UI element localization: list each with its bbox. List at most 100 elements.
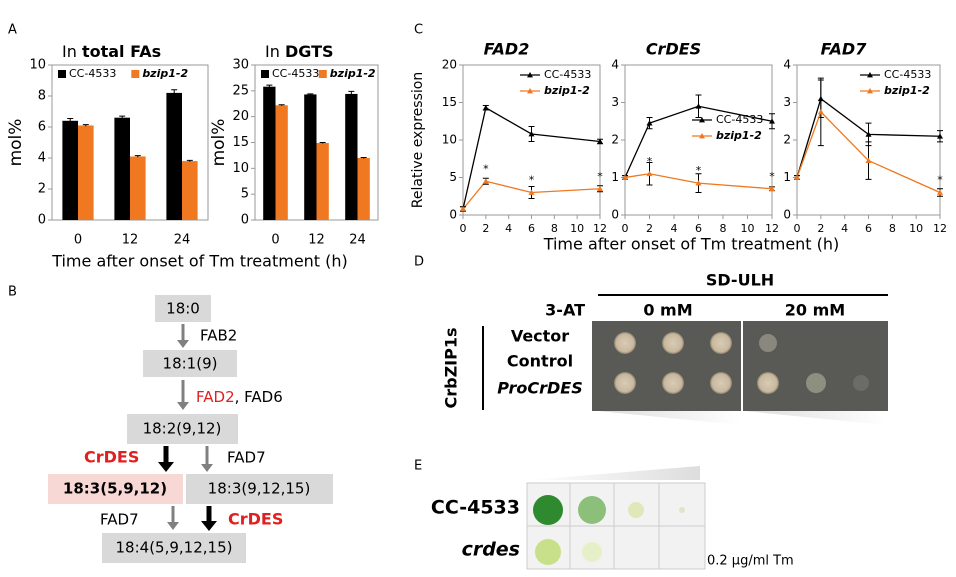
enzyme: CrDES: [84, 448, 139, 467]
inhibitor: 3-AT: [545, 301, 585, 320]
x-tick-label: 0: [794, 222, 801, 235]
spot: [535, 539, 561, 565]
y-tick-label: 2: [783, 133, 791, 147]
x-tick-label: 24: [174, 233, 191, 248]
node: 18:2(9,12): [143, 420, 222, 438]
error-bar: [186, 159, 193, 162]
point: [937, 189, 943, 195]
x-tick-label: 12: [765, 222, 779, 235]
error-bar: [278, 104, 285, 106]
series-line: [462, 106, 601, 210]
series-line: [624, 105, 773, 178]
x-tick-label: 2: [482, 222, 489, 235]
x-tick-label: 2: [817, 222, 824, 235]
error-bar: [266, 84, 273, 89]
point: [622, 174, 628, 180]
x-tick-label: 4: [841, 222, 848, 235]
point: [646, 170, 653, 177]
dilution-wedge: [598, 411, 740, 425]
error-bar: [348, 90, 355, 97]
y-tick-label: 15: [232, 135, 249, 150]
x-tick-label: 10: [741, 222, 755, 235]
colony: [759, 334, 777, 352]
x-tick-label: 0: [271, 233, 279, 248]
y-tick-label: 5: [241, 187, 249, 202]
node-box: [155, 295, 211, 322]
x-tick-label: 8: [720, 222, 727, 235]
y-tick-label: 1: [611, 170, 619, 184]
bar: [263, 86, 276, 220]
point: [865, 157, 872, 164]
arrow-head: [167, 522, 179, 530]
bar: [345, 93, 358, 220]
plate-photo: [592, 321, 888, 411]
y-tick-label: 6: [38, 120, 46, 135]
legend-marker: [527, 88, 533, 94]
y-tick-label: 4: [611, 58, 619, 72]
pathway: 18:0 FAB2 18:1(9) FAD2, FAD6 18:2(9,12) …: [48, 295, 333, 563]
enzyme: FAD7: [227, 449, 266, 467]
legend-label: bzip1-2: [142, 67, 188, 80]
spot: [578, 496, 606, 524]
chart-title: FAD2: [484, 40, 530, 59]
point: [482, 104, 489, 111]
x-tick-label: 0: [460, 222, 467, 235]
spot: [679, 507, 685, 513]
significance: *: [597, 170, 603, 183]
chart-title: In total FAs: [62, 42, 161, 61]
colony: [710, 372, 732, 394]
title-emphasis: DGTS: [285, 42, 334, 61]
point: [528, 131, 535, 137]
y-tick-label: 0: [783, 208, 791, 222]
node-box: [48, 474, 183, 504]
arrow-head: [201, 464, 213, 472]
significance: *: [769, 170, 775, 183]
y-tick-label: 10: [442, 133, 457, 147]
y-tick-label: 10: [232, 161, 249, 176]
point: [769, 118, 775, 124]
arrow-head: [177, 402, 189, 410]
significance: *: [529, 174, 535, 187]
error-bar: [171, 89, 178, 96]
point: [646, 120, 653, 126]
spot: [533, 495, 563, 525]
x-tick-label: 6: [528, 222, 535, 235]
spot: [628, 502, 644, 518]
bar: [304, 94, 317, 220]
node: 18:3(5,9,12): [63, 480, 167, 498]
y-tick-label: 0: [611, 208, 619, 222]
node: 18:0: [166, 300, 200, 318]
x-tick-label: 12: [933, 222, 947, 235]
legend-swatch: [131, 70, 140, 78]
y-tick-label: 8: [38, 89, 46, 104]
significance: *: [937, 174, 943, 187]
bar: [182, 161, 198, 220]
colony: [614, 332, 636, 354]
arrow-head: [158, 462, 174, 472]
panel-label: A: [8, 23, 17, 38]
point: [794, 174, 800, 180]
row-label: Vector: [511, 327, 569, 346]
y-axis-label: mol%: [209, 119, 229, 167]
y-tick-label: 0: [241, 213, 249, 228]
x-tick-label: 12: [308, 233, 325, 248]
colony: [710, 332, 732, 354]
strain-label: crdes: [462, 539, 520, 561]
y-tick-label: 1: [783, 170, 791, 184]
spot: [582, 542, 602, 562]
y-tick-label: 3: [611, 95, 619, 109]
bar: [357, 158, 370, 220]
point: [482, 178, 489, 184]
colony: [806, 373, 826, 393]
x-tick-label: 10: [909, 222, 923, 235]
legend-swatch: [318, 70, 327, 78]
legend-label: CC-4533: [272, 67, 319, 80]
point: [695, 180, 702, 186]
legend-label: bzip1-2: [884, 84, 930, 97]
row-label: Control: [507, 352, 573, 371]
y-tick-label: 20: [442, 58, 457, 72]
legend-marker: [699, 117, 705, 123]
y-tick-label: 2: [38, 182, 46, 197]
y-tick-label: 4: [38, 151, 46, 166]
enzyme: FAD7: [100, 511, 139, 529]
